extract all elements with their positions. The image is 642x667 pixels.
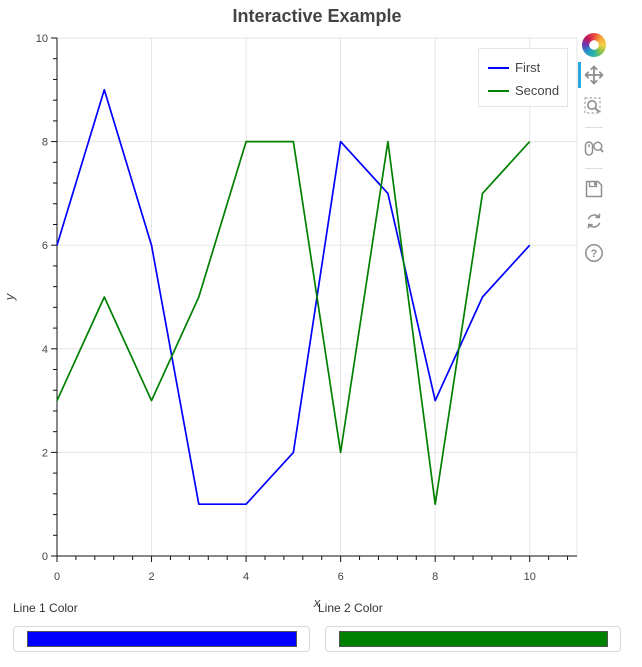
help-tool-button[interactable]: ? [580, 239, 608, 267]
svg-text:4: 4 [42, 344, 48, 356]
y-axis-label: y [2, 292, 17, 301]
svg-text:6: 6 [42, 240, 48, 252]
axes: 0 2 4 6 8 10 0 2 4 6 8 10 [36, 33, 577, 583]
svg-text:10: 10 [36, 33, 48, 45]
reset-tool-button[interactable] [580, 207, 608, 235]
bokeh-logo-icon[interactable] [582, 33, 606, 57]
svg-text:6: 6 [338, 571, 344, 583]
legend-item-first: First [488, 56, 567, 79]
line1-color-swatch [27, 631, 297, 647]
svg-text:8: 8 [42, 137, 48, 149]
active-tool-indicator [578, 62, 581, 88]
legend-item-second: Second [488, 79, 567, 102]
toolbar-separator [585, 127, 603, 128]
svg-text:0: 0 [42, 551, 48, 563]
legend: First Second [478, 48, 568, 107]
move-arrows-icon [584, 65, 604, 85]
line2-color-label: Line 2 Color [318, 601, 383, 615]
line1-color-picker[interactable] [13, 626, 310, 652]
toolbar-separator [585, 168, 603, 169]
magnifier-in-dashed-box-icon [584, 97, 601, 114]
svg-text:8: 8 [432, 571, 438, 583]
x-axis-label: x [313, 595, 321, 610]
legend-line-sample-second [488, 89, 509, 92]
svg-text:2: 2 [42, 447, 48, 459]
svg-text:?: ? [591, 248, 598, 260]
plot-title: Interactive Example [232, 6, 402, 26]
wheel-zoom-tool-button[interactable] [580, 134, 608, 162]
legend-label: Second [515, 83, 560, 98]
question-mark-icon: ? [585, 244, 603, 262]
box-zoom-tool-button[interactable] [580, 93, 608, 121]
line2-color-swatch [339, 631, 608, 647]
legend-label: First [515, 60, 541, 75]
series-line-second [56, 140, 531, 506]
series-line-first [56, 88, 531, 506]
line2-color-picker[interactable] [325, 626, 621, 652]
svg-text:0: 0 [54, 571, 60, 583]
legend-line-sample-first [488, 66, 509, 69]
save-tool-button[interactable] [580, 175, 608, 203]
plot-area[interactable]: 0 2 4 6 8 10 0 2 4 6 8 10 x y [0, 0, 642, 618]
svg-text:2: 2 [148, 571, 154, 583]
line1-color-label: Line 1 Color [13, 601, 78, 615]
refresh-arrows-icon [587, 213, 601, 229]
svg-text:10: 10 [524, 571, 536, 583]
mouse-wheel-magnifier-icon [584, 141, 604, 156]
svg-text:4: 4 [243, 571, 249, 583]
floppy-disk-icon [585, 180, 603, 198]
pan-tool-button[interactable] [578, 61, 608, 89]
toolbar: ? [577, 33, 611, 267]
